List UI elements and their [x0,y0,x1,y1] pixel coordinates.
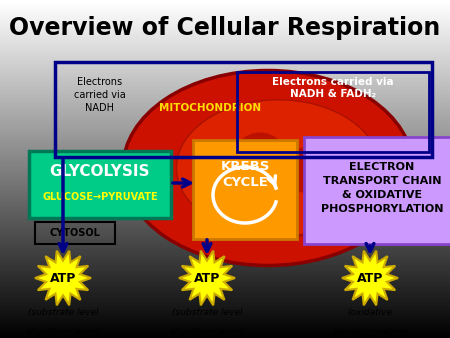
FancyBboxPatch shape [304,137,450,244]
Ellipse shape [222,165,307,225]
Ellipse shape [198,132,252,217]
Ellipse shape [205,107,285,202]
FancyBboxPatch shape [193,140,297,239]
Text: phosphorylation): phosphorylation) [25,327,101,336]
Text: Overview of Cellular Respiration: Overview of Cellular Respiration [9,16,441,40]
Text: KREBS
CYCLE: KREBS CYCLE [220,160,270,189]
Bar [55,62,432,157]
Text: ATP: ATP [50,271,76,285]
Polygon shape [342,251,398,305]
FancyBboxPatch shape [29,151,171,218]
Text: MITOCHONDRION: MITOCHONDRION [159,103,261,113]
Ellipse shape [176,100,379,236]
Text: GLUCOSE→PYRUVATE: GLUCOSE→PYRUVATE [42,192,158,202]
Text: phosphorylation): phosphorylation) [332,327,408,336]
Ellipse shape [217,105,283,155]
Ellipse shape [252,183,328,238]
Polygon shape [35,251,91,305]
Text: (substrate level: (substrate level [172,309,242,317]
Text: ELECTRON
TRANSPORT CHAIN
& OXIDATIVE
PHOSPHORYLATION: ELECTRON TRANSPORT CHAIN & OXIDATIVE PHO… [321,162,443,214]
Ellipse shape [245,165,295,205]
Text: Electrons
carried via
NADH: Electrons carried via NADH [74,77,126,113]
Text: (oxidative: (oxidative [347,309,392,317]
Text: (substrate level: (substrate level [28,309,98,317]
Ellipse shape [255,138,345,213]
Bar [237,72,429,152]
Ellipse shape [312,138,368,202]
Text: CYTOSOL: CYTOSOL [50,228,100,238]
Ellipse shape [290,110,350,180]
Bar [35,222,115,244]
Text: ATP: ATP [194,271,220,285]
Ellipse shape [123,71,413,266]
Ellipse shape [275,147,335,193]
Text: Electrons carried via
NADH & FADH₂: Electrons carried via NADH & FADH₂ [272,77,394,99]
Text: GLYCOLYSIS: GLYCOLYSIS [50,165,150,179]
Text: ATP: ATP [357,271,383,285]
Polygon shape [179,251,235,305]
Text: phosphorylation): phosphorylation) [169,327,245,336]
Ellipse shape [233,132,288,188]
